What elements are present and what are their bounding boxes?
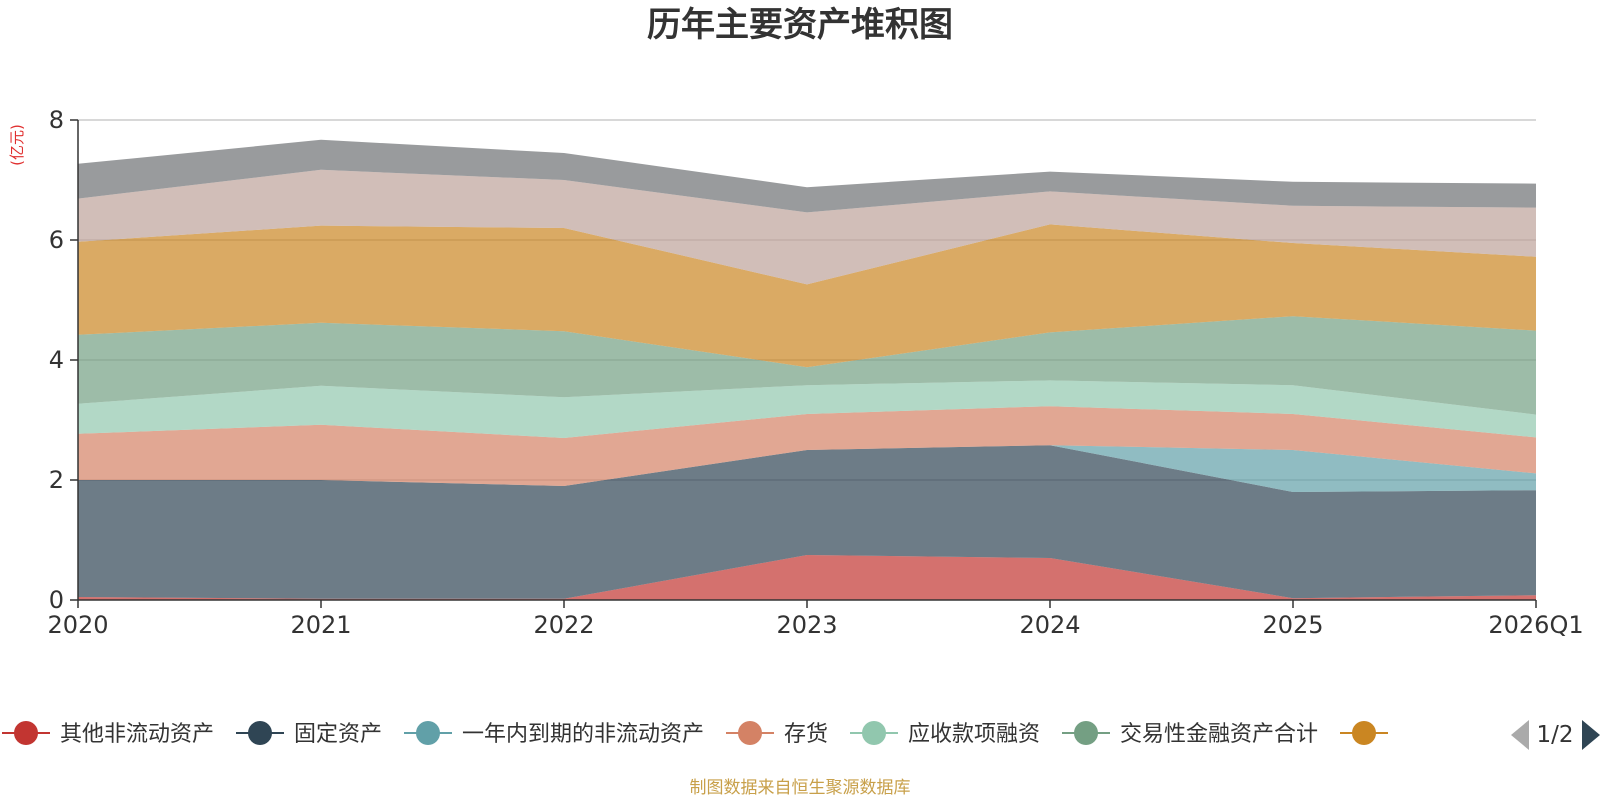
legend-marker	[14, 721, 38, 745]
area-series-7	[78, 169, 1536, 285]
area-series-6	[78, 224, 1536, 368]
legend-prev-page-icon[interactable]	[1511, 720, 1529, 750]
legend-label: 一年内到期的非流动资产	[462, 722, 704, 747]
x-tick-label: 2023	[776, 611, 837, 639]
legend-item-6[interactable]	[1340, 721, 1388, 745]
axes: 0 2 4 6 8 2020 2021 2022 2023 2024 2025 2026Q1	[47, 106, 1583, 639]
legend-marker	[862, 721, 886, 745]
legend: 其他非流动资产 固定资产 一年内到期的非流动资产 存货 应收款项融资 交易性金融资产合计 1…	[2, 720, 1600, 750]
area-series-5	[78, 316, 1536, 415]
legend-marker	[248, 721, 272, 745]
y-axis-unit-label: (亿元)	[8, 124, 26, 166]
legend-marker	[416, 721, 440, 745]
legend-marker	[738, 721, 762, 745]
y-tick-label: 8	[49, 106, 64, 134]
legend-item-0[interactable]: 其他非流动资产	[2, 721, 214, 747]
x-tick-label: 2021	[290, 611, 351, 639]
legend-label: 固定资产	[294, 722, 382, 747]
legend-pager: 1/2	[1511, 720, 1600, 750]
y-tick-label: 6	[49, 226, 64, 254]
area-series-group	[78, 139, 1536, 600]
area-series-3	[78, 406, 1536, 486]
legend-item-5[interactable]: 交易性金融资产合计	[1062, 721, 1318, 747]
legend-marker	[1352, 721, 1376, 745]
x-tick-label: 2026Q1	[1488, 611, 1583, 639]
data-source-note: 制图数据来自恒生聚源数据库	[690, 778, 911, 798]
x-tick-label: 2022	[533, 611, 594, 639]
legend-item-2[interactable]: 一年内到期的非流动资产	[404, 721, 704, 747]
legend-item-4[interactable]: 应收款项融资	[850, 721, 1040, 747]
y-tick-label: 4	[49, 346, 64, 374]
y-tick-label: 0	[49, 586, 64, 614]
x-tick-label: 2025	[1262, 611, 1323, 639]
chart-title: 历年主要资产堆积图	[647, 5, 953, 45]
legend-label: 存货	[784, 722, 828, 747]
area-series-0	[78, 555, 1536, 600]
legend-page-indicator: 1/2	[1536, 722, 1573, 748]
area-series-8	[78, 139, 1536, 213]
legend-label: 交易性金融资产合计	[1120, 722, 1318, 747]
legend-label: 其他非流动资产	[60, 722, 214, 747]
area-series-4	[78, 380, 1536, 438]
legend-label: 应收款项融资	[908, 722, 1040, 747]
legend-item-1[interactable]: 固定资产	[236, 721, 382, 747]
y-tick-label: 2	[49, 466, 64, 494]
legend-next-page-icon[interactable]	[1582, 720, 1600, 750]
legend-marker	[1074, 721, 1098, 745]
area-series-2	[78, 445, 1536, 492]
x-tick-label: 2020	[47, 611, 108, 639]
area-series-1	[78, 445, 1536, 599]
x-tick-label: 2024	[1019, 611, 1080, 639]
legend-item-3[interactable]: 存货	[726, 721, 828, 747]
